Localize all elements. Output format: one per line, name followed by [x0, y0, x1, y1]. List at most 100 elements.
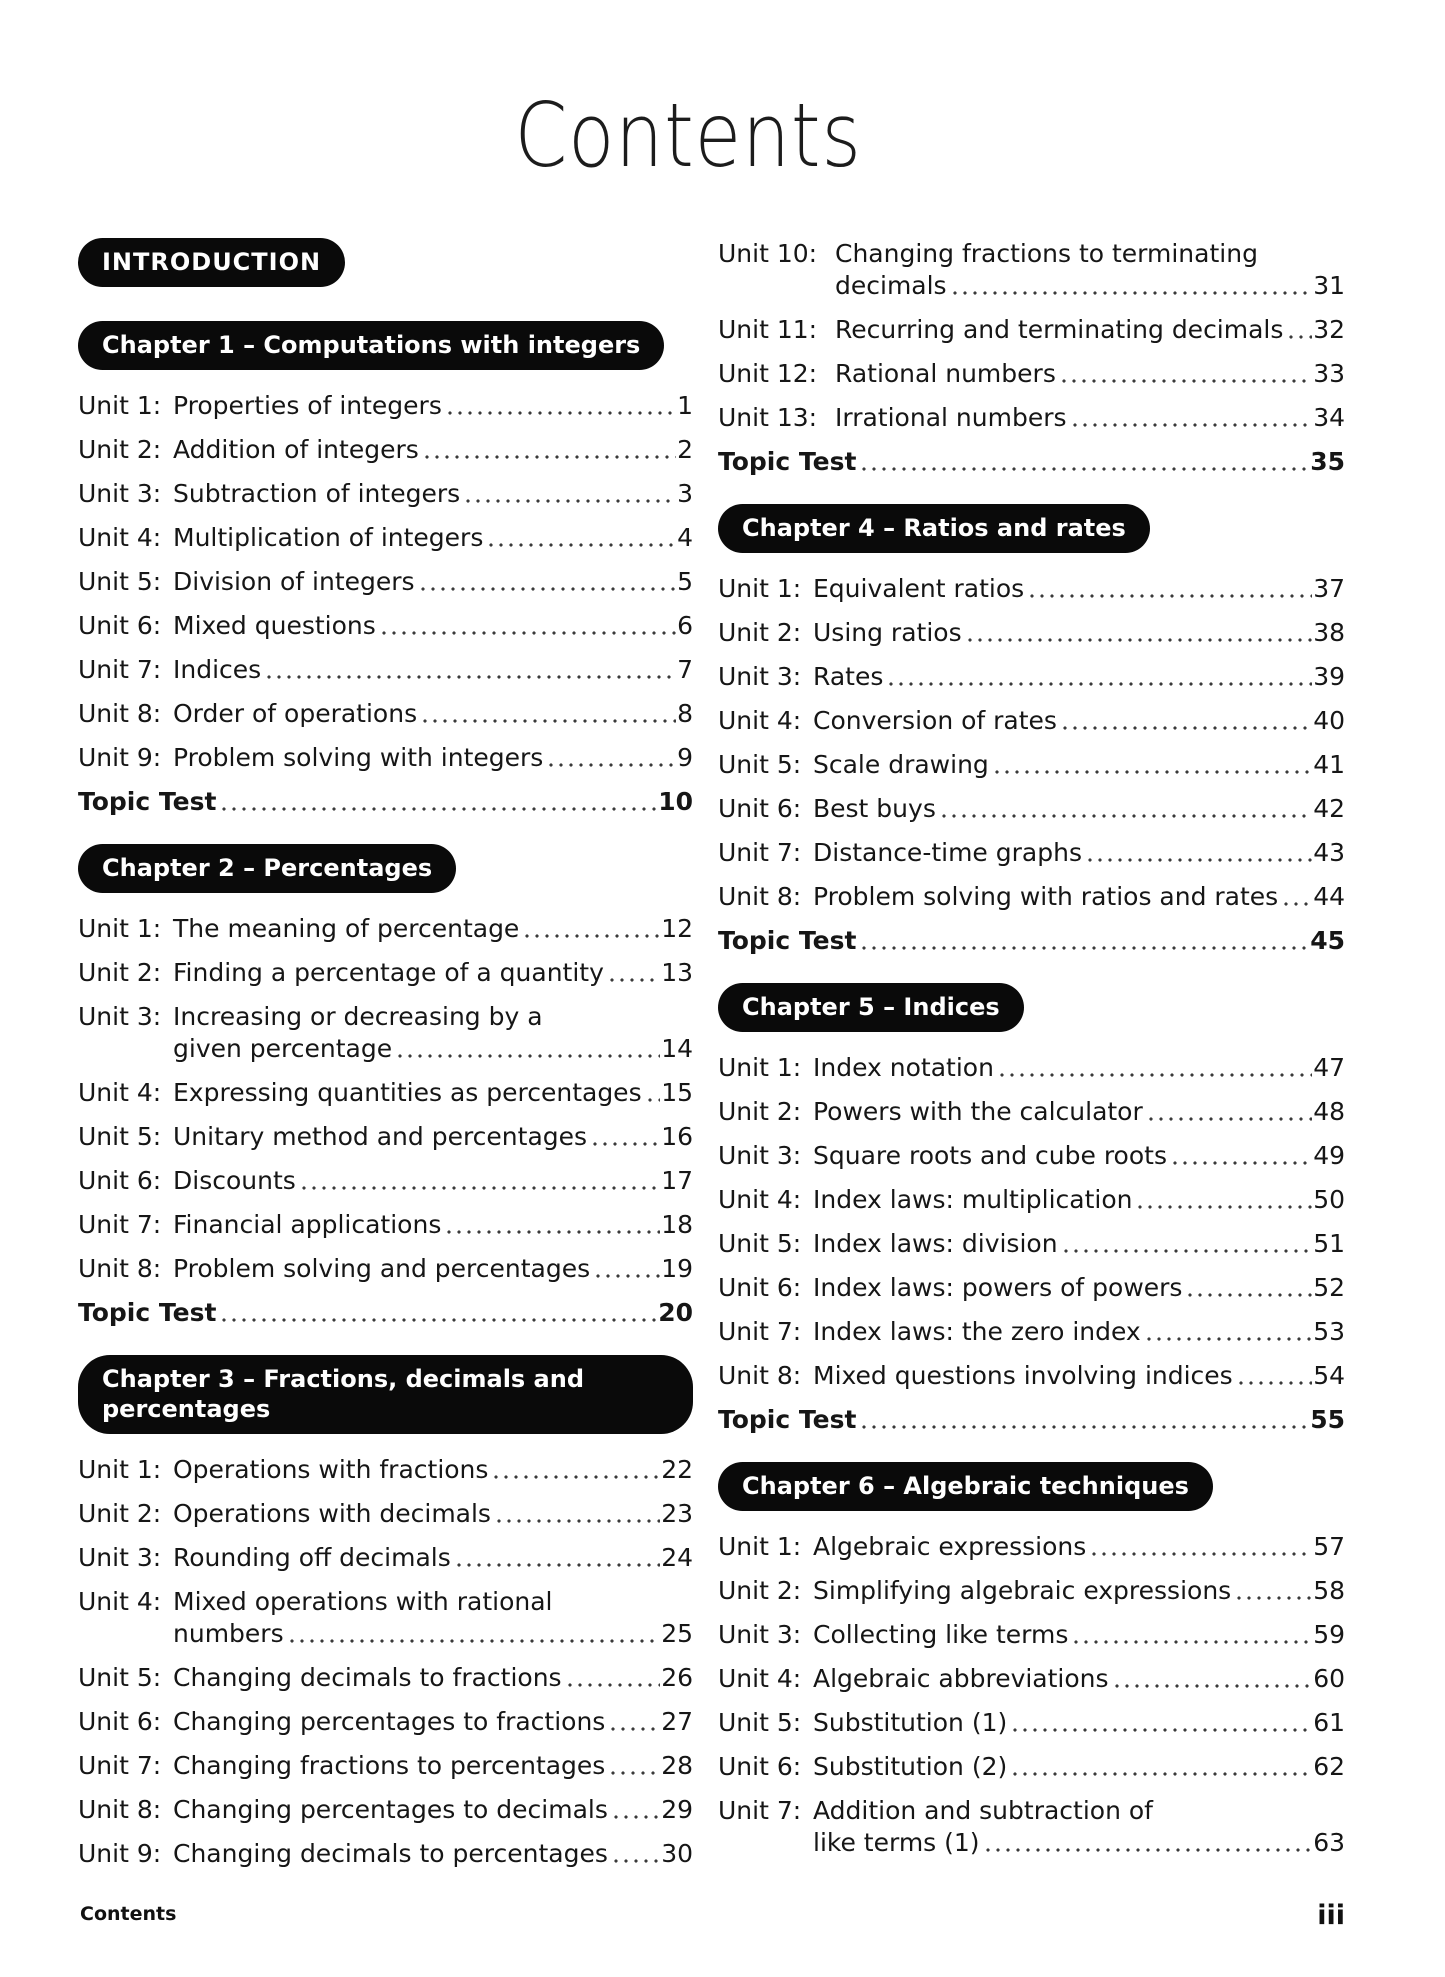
dotted-leader — [1148, 1117, 1313, 1121]
page-number: 41 — [1313, 750, 1345, 779]
dotted-leader — [447, 1230, 661, 1234]
toc-entry: Unit 1: The meaning of percentage 12 — [78, 913, 693, 945]
unit-label: Unit 2: — [718, 618, 802, 647]
entry-content: Increasing or decreasing by a given perce… — [173, 1001, 693, 1065]
page-number: 24 — [661, 1543, 693, 1572]
entry-content: Order of operations 8 — [173, 698, 693, 730]
dotted-leader — [609, 978, 661, 982]
toc-entry: Unit 2: Using ratios 38 — [718, 617, 1345, 649]
toc-entry: Unit 1: Operations with fractions 22 — [78, 1454, 693, 1486]
unit-label: Unit 12: — [718, 359, 818, 388]
unit-label: Unit 2: — [78, 958, 162, 987]
entry-content: Rates 39 — [813, 661, 1345, 693]
dotted-leader — [1013, 1728, 1313, 1732]
page-number: 16 — [661, 1122, 693, 1151]
dotted-leader — [301, 1186, 661, 1190]
dotted-leader — [593, 1142, 661, 1146]
dotted-leader — [1074, 1640, 1313, 1644]
dotted-leader — [1238, 1381, 1313, 1385]
entry-content: Simplifying algebraic expressions 58 — [813, 1575, 1345, 1607]
page-number: 25 — [661, 1619, 693, 1648]
unit-label: Unit 6: — [718, 1273, 802, 1302]
footer-page-label: Contents — [80, 1903, 177, 1925]
topic-test-entry: Topic Test 10 — [78, 786, 693, 818]
page-number: 10 — [658, 787, 693, 816]
unit-label: Unit 5: — [718, 1229, 802, 1258]
entry-title-line1: Increasing or decreasing by a — [173, 1002, 543, 1031]
entry-content: Subtraction of integers 3 — [173, 478, 693, 510]
entry-title: Discounts — [173, 1166, 296, 1195]
footer-page-number: iii — [1317, 1900, 1345, 1931]
unit-label: Unit 7: — [78, 1751, 162, 1780]
unit-label: Unit 1: — [78, 914, 162, 943]
toc-entry: Unit 4: Index laws: multiplication 50 — [718, 1184, 1345, 1216]
unit-label: Unit 2: — [78, 1499, 162, 1528]
toc-entry: Unit 6: Mixed questions 6 — [78, 610, 693, 642]
entry-content: Scale drawing 41 — [813, 749, 1345, 781]
entry-content: Problem solving with integers 9 — [173, 742, 693, 774]
unit-label: Unit 3: — [78, 1002, 162, 1031]
page-number: 62 — [1313, 1752, 1345, 1781]
dotted-leader — [289, 1639, 661, 1643]
unit-label: Unit 5: — [78, 1122, 162, 1151]
dotted-leader — [1237, 1596, 1313, 1600]
entry-content: Changing fractions to percentages 28 — [173, 1750, 693, 1782]
dotted-leader — [1061, 379, 1313, 383]
entry-title: Subtraction of integers — [173, 479, 461, 508]
dotted-leader — [496, 1519, 661, 1523]
unit-label: Unit 7: — [78, 655, 162, 684]
page-number: 1 — [677, 391, 693, 420]
toc-columns: INTRODUCTION Chapter 1 – Computations wit… — [78, 238, 1345, 1882]
dotted-leader — [1062, 726, 1313, 730]
entry-title: Index notation — [813, 1053, 994, 1082]
dotted-leader — [1087, 858, 1313, 862]
dotted-leader — [1072, 423, 1313, 427]
unit-label: Unit 7: — [718, 1317, 802, 1346]
dotted-leader — [596, 1274, 661, 1278]
unit-label: Unit 4: — [78, 523, 162, 552]
topic-test-entry: Topic Test 35 — [718, 446, 1345, 478]
toc-entry: Unit 9: Problem solving with integers 9 — [78, 742, 693, 774]
entry-title: numbers — [173, 1619, 284, 1648]
toc-entry: Unit 6: Changing percentages to fractions… — [78, 1706, 693, 1738]
entry-content: Changing percentages to decimals 29 — [173, 1794, 693, 1826]
toc-entry: Unit 6: Substitution (2) 62 — [718, 1751, 1345, 1783]
entry-content: Topic Test 35 — [718, 446, 1345, 478]
entry-content: Operations with decimals 23 — [173, 1498, 693, 1530]
unit-label: Unit 10: — [718, 239, 818, 268]
toc-entry: Unit 5: Changing decimals to fractions 26 — [78, 1662, 693, 1694]
entry-content: Powers with the calculator 48 — [813, 1096, 1345, 1128]
entry-title: Recurring and terminating decimals — [835, 315, 1284, 344]
entry-content: Expressing quantities as percentages 15 — [173, 1077, 693, 1109]
dotted-leader — [889, 682, 1313, 686]
page-number: 63 — [1313, 1828, 1345, 1857]
page-number: 13 — [661, 958, 693, 987]
dotted-leader — [994, 770, 1313, 774]
unit-label: Unit 9: — [78, 743, 162, 772]
entry-title: Problem solving and percentages — [173, 1254, 591, 1283]
dotted-leader — [1092, 1552, 1313, 1556]
entry-content: Changing decimals to percentages 30 — [173, 1838, 693, 1870]
page-number: 52 — [1313, 1273, 1345, 1302]
entry-content: Using ratios 38 — [813, 617, 1345, 649]
entry-content: Problem solving with ratios and rates 44 — [813, 881, 1345, 913]
chapter-pill: Chapter 5 – Indices — [718, 983, 1024, 1032]
unit-label: Unit 6: — [718, 1752, 802, 1781]
toc-entry: Unit 4: Expressing quantities as percenta… — [78, 1077, 693, 1109]
entry-content: Index notation 47 — [813, 1052, 1345, 1084]
entry-content: Rational numbers 33 — [835, 358, 1345, 390]
toc-entry: Unit 1: Algebraic expressions 57 — [718, 1531, 1345, 1563]
unit-label: Unit 8: — [78, 1795, 162, 1824]
dotted-leader — [489, 543, 677, 547]
entry-title: Collecting like terms — [813, 1620, 1069, 1649]
toc-entry: Unit 6: Discounts 17 — [78, 1165, 693, 1197]
entry-title: Substitution (1) — [813, 1708, 1008, 1737]
toc-entry: Unit 3: Square roots and cube roots 49 — [718, 1140, 1345, 1172]
entry-title: Mixed questions involving indices — [813, 1361, 1233, 1390]
entry-title: Index laws: powers of powers — [813, 1273, 1183, 1302]
unit-label: Unit 5: — [718, 750, 802, 779]
page-number: 7 — [677, 655, 693, 684]
entry-title: Equivalent ratios — [813, 574, 1025, 603]
dotted-leader — [611, 1771, 661, 1775]
dotted-leader — [952, 291, 1313, 295]
